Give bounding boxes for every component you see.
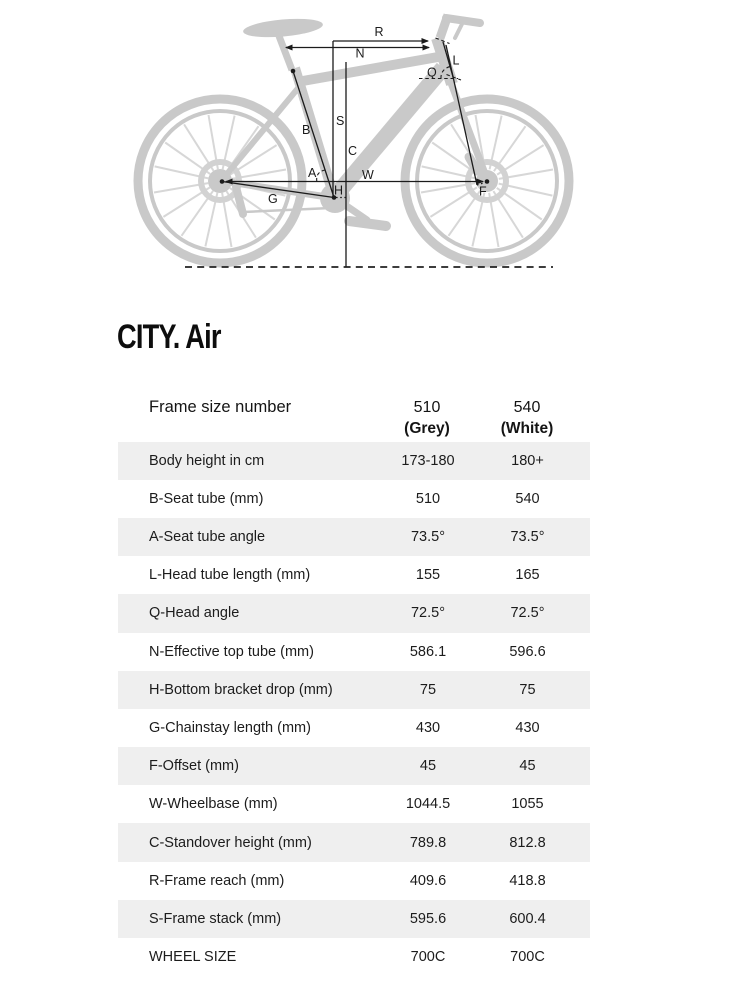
header-size-540: 540 (White) bbox=[477, 396, 577, 439]
row-label: B-Seat tube (mm) bbox=[149, 490, 264, 507]
page-title: CITY. Air bbox=[117, 318, 221, 356]
dim-label-h: H bbox=[334, 184, 343, 198]
row-value-510: 595.6 bbox=[409, 910, 447, 927]
table-row: F-Offset (mm) 45 45 bbox=[118, 747, 590, 786]
dim-label-l: L bbox=[453, 54, 460, 68]
row-value-510: 510 bbox=[415, 490, 441, 507]
table-row: WHEEL SIZE 700C 700C bbox=[118, 938, 590, 976]
row-value-540: 45 bbox=[519, 758, 536, 775]
row-value-540: 596.6 bbox=[509, 643, 546, 660]
row-value-510: 72.5° bbox=[410, 605, 446, 622]
row-value-510: 700C bbox=[410, 949, 446, 966]
bike-geometry-diagram: R N L Q S B C A W H G F bbox=[133, 13, 574, 268]
table-row: W-Wheelbase (mm) 1044.5 1055 bbox=[118, 785, 590, 823]
row-label: F-Offset (mm) bbox=[149, 758, 239, 775]
table-row: G-Chainstay length (mm) 430 430 bbox=[118, 709, 590, 747]
header-size-510: 510 (Grey) bbox=[377, 396, 477, 439]
header-510-color: (Grey) bbox=[404, 420, 450, 437]
row-value-540: 180+ bbox=[511, 452, 544, 469]
row-value-540: 165 bbox=[515, 567, 540, 584]
dimension-lines: R N L Q S B C A W H G F bbox=[219, 25, 490, 267]
row-value-510: 173-180 bbox=[401, 452, 455, 469]
header-510-value: 510 bbox=[413, 399, 441, 416]
table-row: C-Standover height (mm) 789.8 812.8 bbox=[118, 823, 590, 862]
table-row: R-Frame reach (mm) 409.6 418.8 bbox=[118, 862, 590, 900]
dim-label-s: S bbox=[336, 114, 344, 128]
dim-label-g: G bbox=[268, 192, 278, 206]
row-value-510: 789.8 bbox=[409, 834, 447, 851]
row-value-540: 812.8 bbox=[509, 834, 546, 851]
row-value-540: 73.5° bbox=[510, 529, 545, 546]
row-label: G-Chainstay length (mm) bbox=[149, 720, 311, 736]
row-label: H-Bottom bracket drop (mm) bbox=[149, 681, 333, 698]
row-value-540: 600.4 bbox=[509, 910, 546, 927]
row-label: Body height in cm bbox=[149, 452, 265, 469]
header-540-value: 540 bbox=[513, 399, 541, 416]
dim-label-w: W bbox=[362, 168, 374, 182]
row-value-540: 430 bbox=[515, 720, 540, 736]
table-row: H-Bottom bracket drop (mm) 75 75 bbox=[118, 670, 590, 709]
dim-label-r: R bbox=[374, 25, 383, 39]
row-value-510: 409.6 bbox=[409, 872, 447, 889]
row-label: C-Standover height (mm) bbox=[149, 834, 312, 851]
handlebar bbox=[442, 14, 484, 27]
dim-label-a: A bbox=[308, 166, 317, 180]
row-value-510: 73.5° bbox=[410, 529, 446, 546]
row-value-510: 1044.5 bbox=[405, 796, 451, 813]
table-row: Body height in cm 173-180 180+ bbox=[118, 441, 590, 480]
front-wheel bbox=[400, 94, 574, 268]
table-body: Body height in cm 173-180 180+ B-Seat tube … bbox=[118, 441, 590, 977]
table-row: A-Seat tube angle 73.5° 73.5° bbox=[118, 517, 590, 557]
row-label: W-Wheelbase (mm) bbox=[149, 796, 278, 813]
row-value-540: 540 bbox=[515, 490, 540, 507]
row-label: Q-Head angle bbox=[149, 605, 240, 622]
table-row: N-Effective top tube (mm) 586.1 596.6 bbox=[118, 633, 590, 671]
row-label: S-Frame stack (mm) bbox=[149, 910, 282, 927]
table-header: Frame size number 510 (Grey) 540 (White) bbox=[118, 396, 590, 442]
row-value-540: 72.5° bbox=[510, 605, 545, 622]
row-value-540: 700C bbox=[510, 949, 545, 966]
header-540-color: (White) bbox=[500, 420, 554, 437]
header-frame-size: Frame size number bbox=[149, 398, 292, 416]
row-value-510: 430 bbox=[415, 720, 441, 736]
dim-label-f: F bbox=[479, 185, 487, 199]
saddle bbox=[243, 18, 323, 38]
dim-label-b: B bbox=[302, 123, 310, 137]
row-value-510: 75 bbox=[419, 681, 437, 698]
row-label: R-Frame reach (mm) bbox=[149, 872, 285, 889]
dim-label-c: C bbox=[348, 144, 357, 158]
bike-silhouette bbox=[133, 13, 574, 268]
dim-label-n: N bbox=[355, 47, 364, 61]
row-label: WHEEL SIZE bbox=[149, 949, 237, 966]
row-value-510: 155 bbox=[415, 567, 441, 584]
row-value-540: 418.8 bbox=[509, 872, 546, 889]
table-row: Q-Head angle 72.5° 72.5° bbox=[118, 594, 590, 633]
row-value-540: 1055 bbox=[511, 796, 544, 813]
rear-wheel bbox=[133, 94, 332, 268]
row-label: A-Seat tube angle bbox=[149, 529, 266, 546]
table-row: S-Frame stack (mm) 595.6 600.4 bbox=[118, 899, 590, 939]
row-value-510: 45 bbox=[419, 758, 437, 775]
table-row: B-Seat tube (mm) 510 540 bbox=[118, 480, 590, 518]
table-row: L-Head tube length (mm) 155 165 bbox=[118, 556, 590, 594]
row-value-540: 75 bbox=[519, 681, 536, 698]
geometry-table: Frame size number 510 (Grey) 540 (White)… bbox=[118, 396, 590, 976]
row-label: N-Effective top tube (mm) bbox=[149, 643, 314, 660]
row-value-510: 586.1 bbox=[409, 643, 447, 660]
crank-arm bbox=[331, 194, 371, 224]
row-label: L-Head tube length (mm) bbox=[149, 567, 311, 584]
dim-label-q: Q bbox=[427, 66, 437, 80]
pedal bbox=[344, 216, 391, 231]
